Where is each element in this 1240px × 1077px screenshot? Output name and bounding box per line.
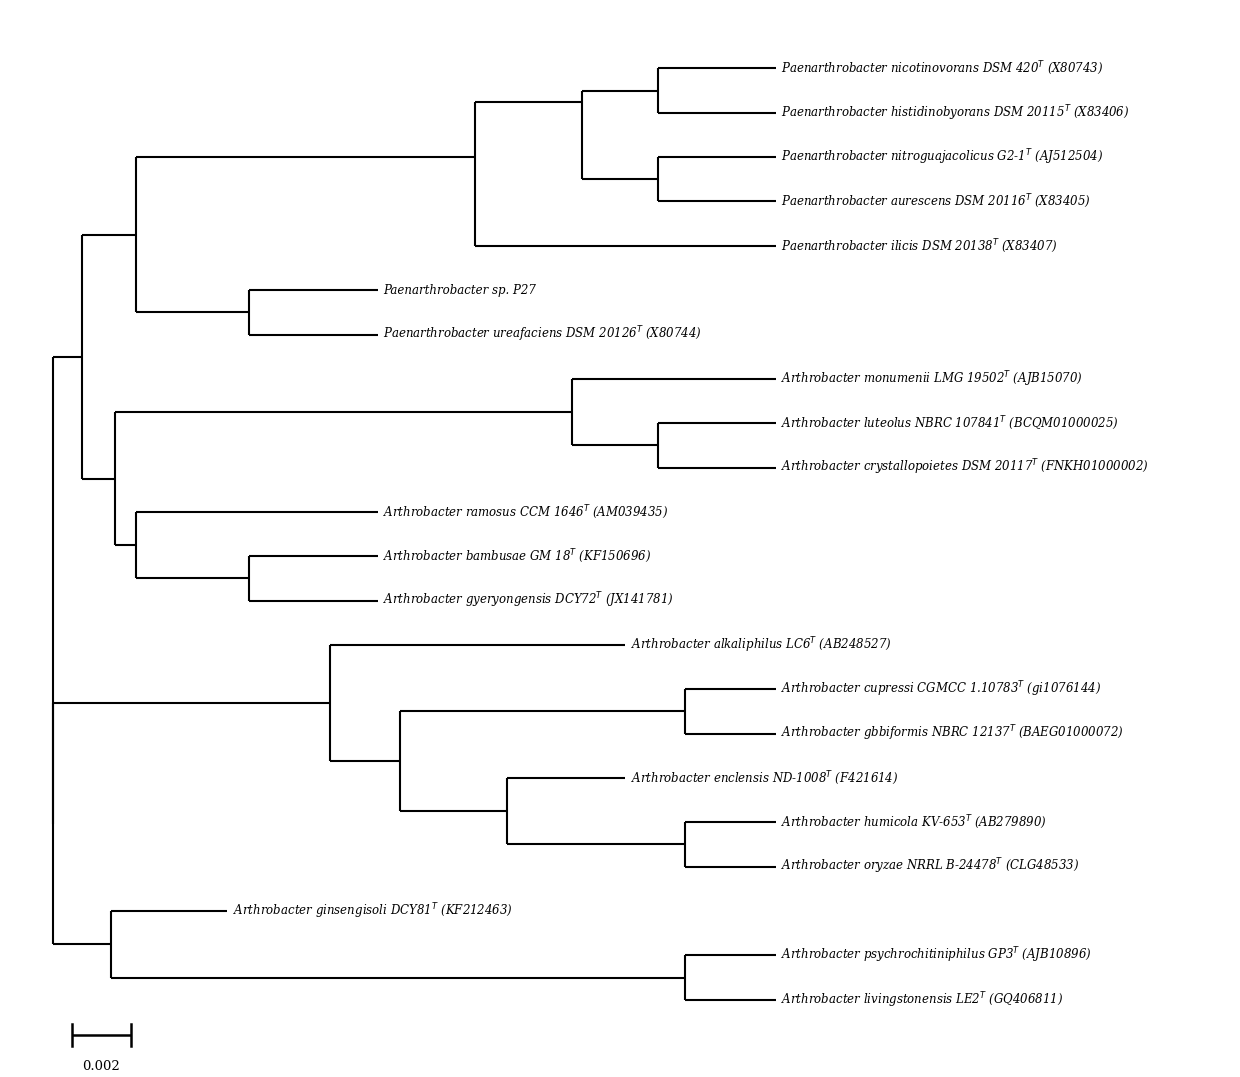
Text: Arthrobacter alkaliphilus LC6$^T$ (AB248527): Arthrobacter alkaliphilus LC6$^T$ (AB248… xyxy=(631,635,892,655)
Text: 0.002: 0.002 xyxy=(82,1060,120,1073)
Text: Paenarthrobacter ureafaciens DSM 20126$^T$ (X80744): Paenarthrobacter ureafaciens DSM 20126$^… xyxy=(383,324,702,345)
Text: Paenarthrobacter histidinobyorans DSM 20115$^T$ (X83406): Paenarthrobacter histidinobyorans DSM 20… xyxy=(781,103,1130,123)
Text: Arthrobacter ramosus CCM 1646$^T$ (AM039435): Arthrobacter ramosus CCM 1646$^T$ (AM039… xyxy=(383,503,668,521)
Text: Arthrobacter luteolus NBRC 107841$^T$ (BCQM01000025): Arthrobacter luteolus NBRC 107841$^T$ (B… xyxy=(781,415,1118,432)
Text: Arthrobacter livingstonensis LE2$^T$ (GQ406811): Arthrobacter livingstonensis LE2$^T$ (GQ… xyxy=(781,990,1064,1009)
Text: Arthrobacter oryzae NRRL B-24478$^T$ (CLG48533): Arthrobacter oryzae NRRL B-24478$^T$ (CL… xyxy=(781,857,1080,877)
Text: Paenarthrobacter nitroguajacolicus G2-1$^T$ (AJ512504): Paenarthrobacter nitroguajacolicus G2-1$… xyxy=(781,148,1104,167)
Text: Arthrobacter ginsengisoli DCY81$^T$ (KF212463): Arthrobacter ginsengisoli DCY81$^T$ (KF2… xyxy=(233,901,513,921)
Text: Arthrobacter crystallopoietes DSM 20117$^T$ (FNKH01000002): Arthrobacter crystallopoietes DSM 20117$… xyxy=(781,458,1149,477)
Text: Arthrobacter humicola KV-653$^T$ (AB279890): Arthrobacter humicola KV-653$^T$ (AB2798… xyxy=(781,813,1047,831)
Text: Paenarthrobacter nicotinovorans DSM 420$^T$ (X80743): Paenarthrobacter nicotinovorans DSM 420$… xyxy=(781,59,1104,78)
Text: Paenarthrobacter ilicis DSM 20138$^T$ (X83407): Paenarthrobacter ilicis DSM 20138$^T$ (X… xyxy=(781,237,1058,254)
Text: Arthrobacter enclensis ND-1008$^T$ (F421614): Arthrobacter enclensis ND-1008$^T$ (F421… xyxy=(631,769,898,787)
Text: Arthrobacter gbbiformis NBRC 12137$^T$ (BAEG01000072): Arthrobacter gbbiformis NBRC 12137$^T$ (… xyxy=(781,724,1125,743)
Text: Paenarthrobacter aurescens DSM 20116$^T$ (X83405): Paenarthrobacter aurescens DSM 20116$^T$… xyxy=(781,193,1091,210)
Text: Arthrobacter bambusae GM 18$^T$ (KF150696): Arthrobacter bambusae GM 18$^T$ (KF15069… xyxy=(383,547,652,565)
Text: Paenarthrobacter sp. P27: Paenarthrobacter sp. P27 xyxy=(383,283,536,296)
Text: Arthrobacter gyeryongensis DCY72$^T$ (JX141781): Arthrobacter gyeryongensis DCY72$^T$ (JX… xyxy=(383,591,675,611)
Text: Arthrobacter cupressi CGMCC 1.10783$^T$ (gi1076144): Arthrobacter cupressi CGMCC 1.10783$^T$ … xyxy=(781,680,1101,699)
Text: Arthrobacter monumenii LMG 19502$^T$ (AJB15070): Arthrobacter monumenii LMG 19502$^T$ (AJ… xyxy=(781,369,1083,389)
Text: Arthrobacter psychrochitiniphilus GP3$^T$ (AJB10896): Arthrobacter psychrochitiniphilus GP3$^T… xyxy=(781,946,1092,965)
